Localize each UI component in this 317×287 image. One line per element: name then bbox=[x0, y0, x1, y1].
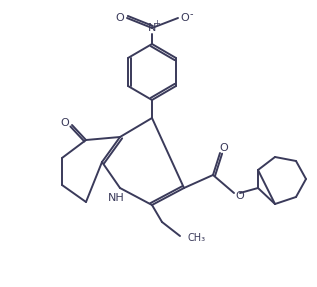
Text: NH: NH bbox=[108, 193, 124, 203]
Text: O: O bbox=[236, 191, 244, 201]
Text: O: O bbox=[181, 13, 189, 23]
Text: CH₃: CH₃ bbox=[188, 233, 206, 243]
Text: -: - bbox=[189, 9, 193, 19]
Text: +: + bbox=[153, 18, 160, 28]
Text: O: O bbox=[116, 13, 124, 23]
Text: O: O bbox=[61, 118, 69, 128]
Text: O: O bbox=[220, 143, 228, 153]
Text: N: N bbox=[148, 23, 156, 33]
